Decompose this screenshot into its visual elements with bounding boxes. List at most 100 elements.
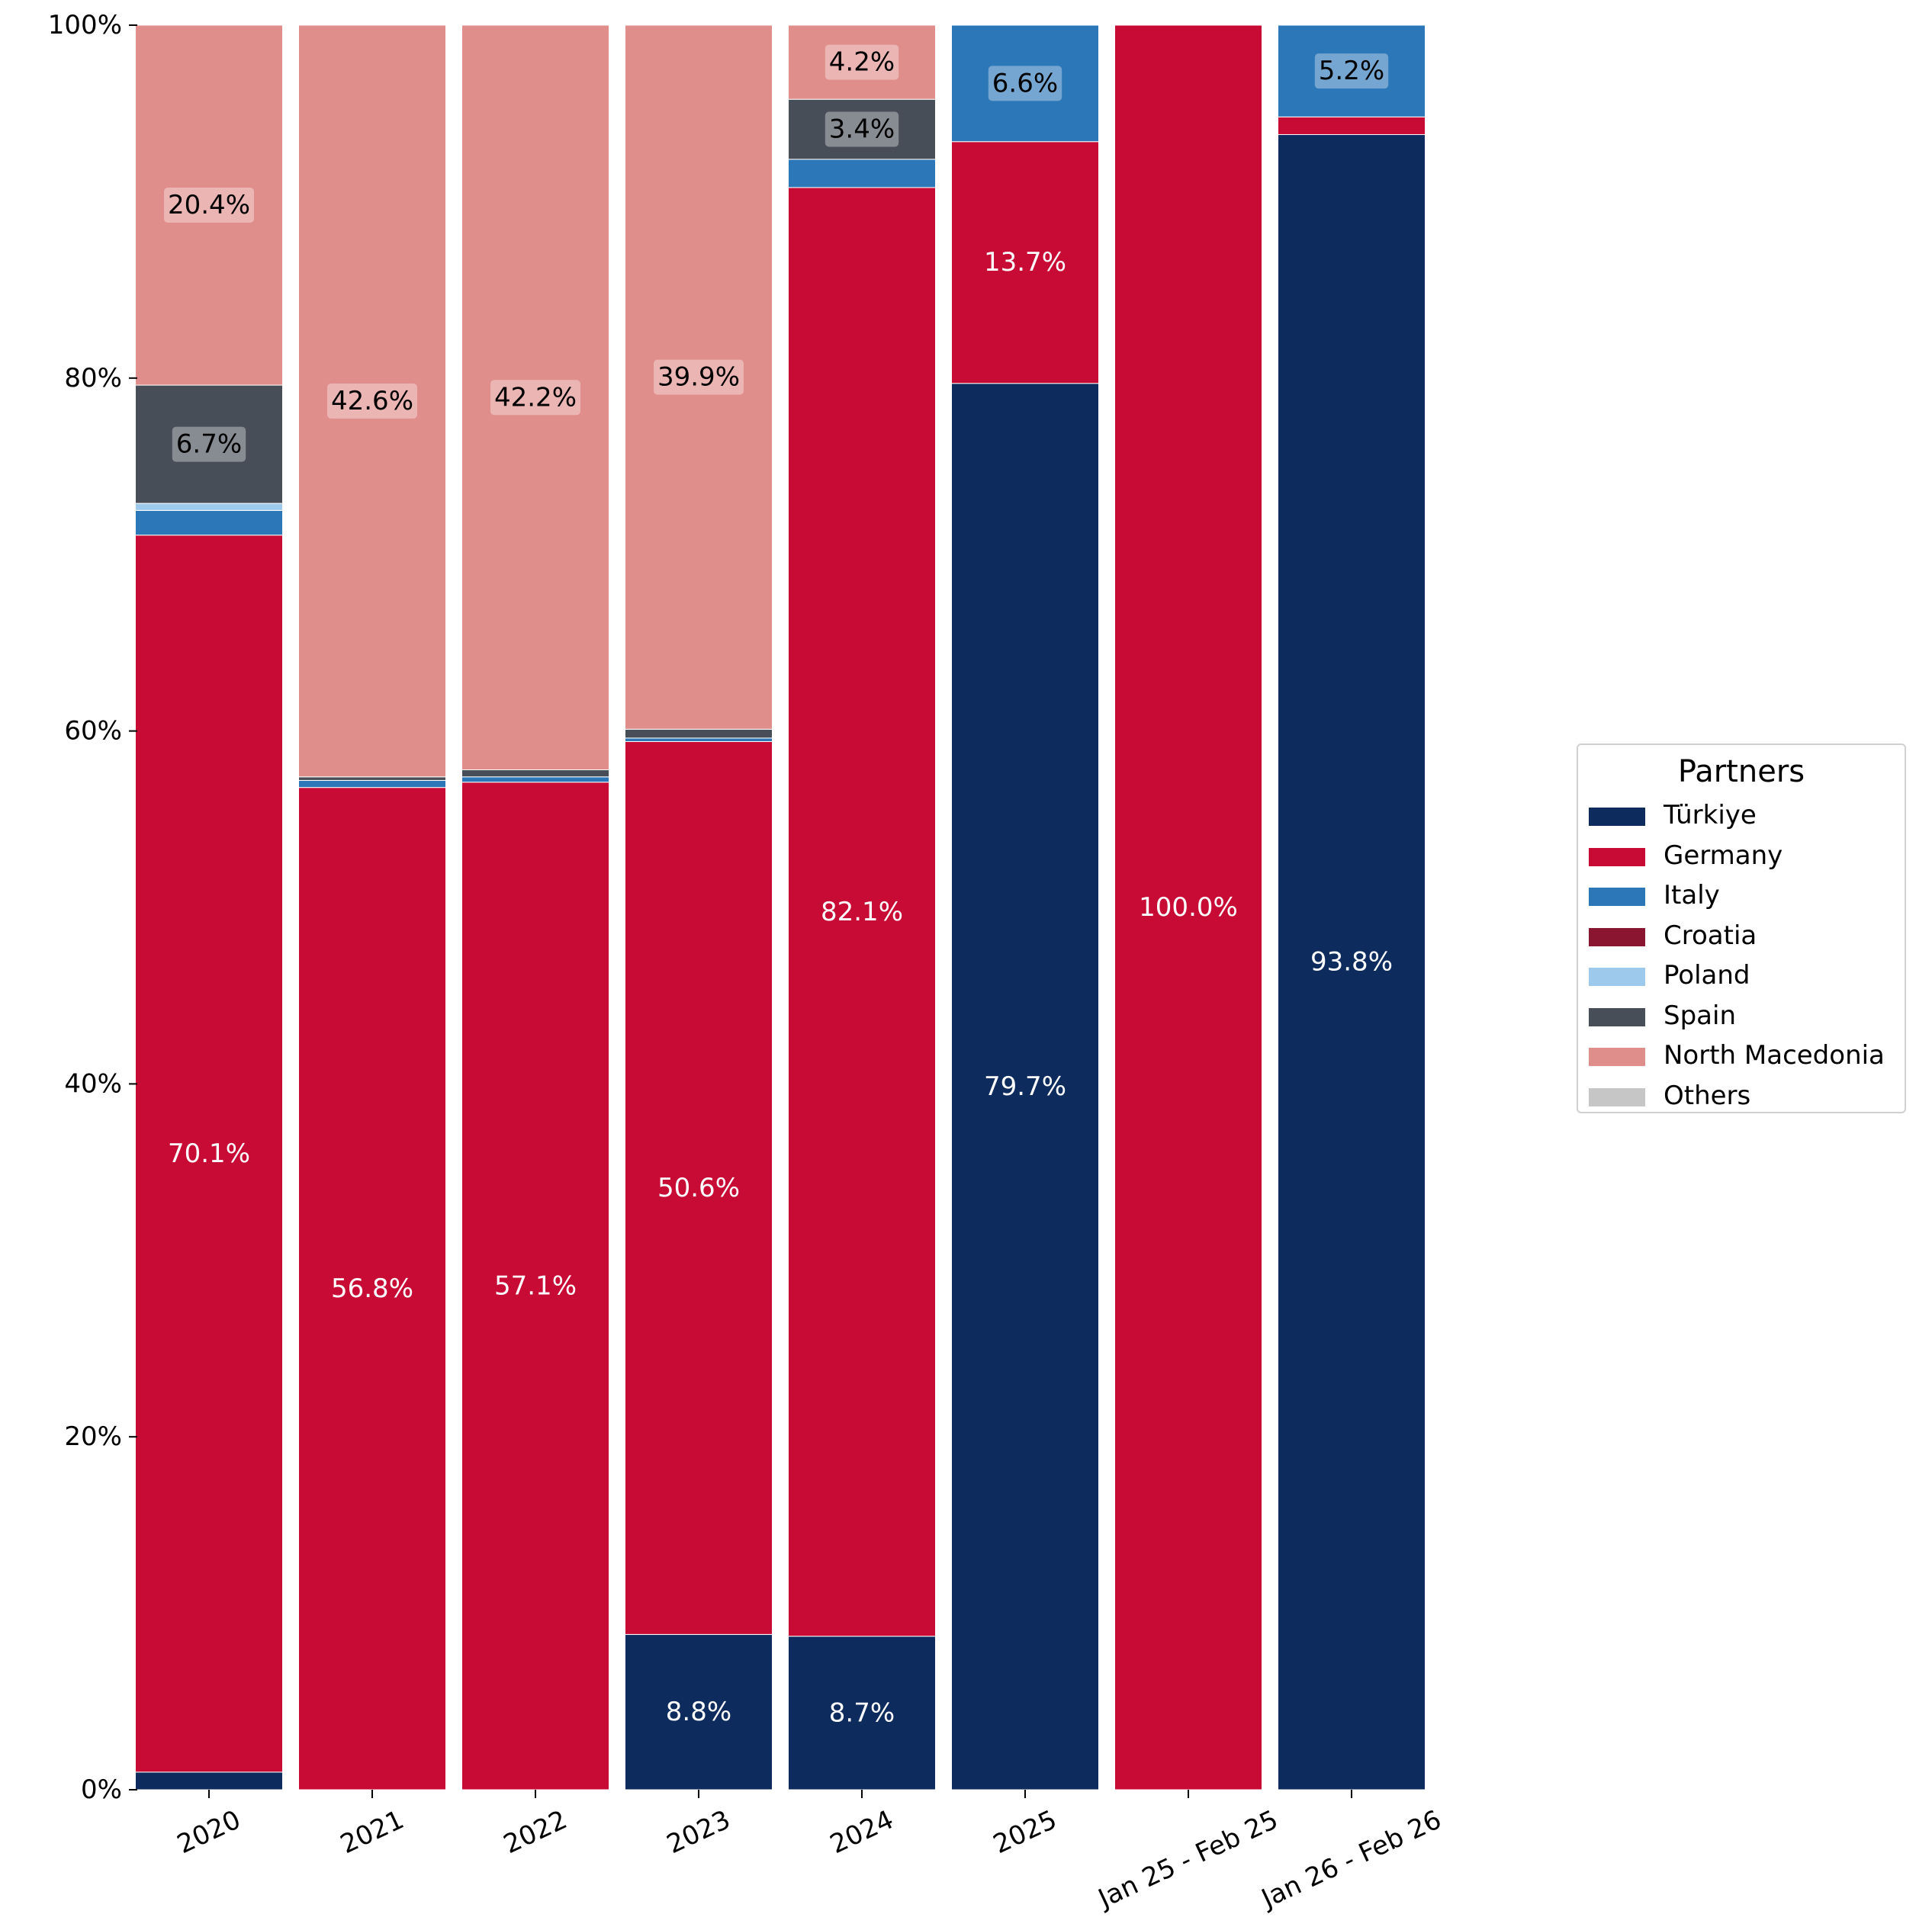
bar-segment-2020-north-macedonia [135,24,283,386]
data-label-text: 39.9% [657,362,740,393]
bar-segment-2022-spain [461,769,609,778]
legend-swatch [1589,888,1645,906]
legend: Partners Türkiye Germany Italy Croatia Polan… [1577,744,1906,1113]
bar-segment-2024-germany [788,187,936,1637]
bars-layer [135,24,1426,1791]
y-tick-label: 40% [64,1068,122,1099]
legend-item-italy: Italy [1578,877,1905,917]
x-tick-label: 2022 [499,1804,571,1860]
data-label-2025-turkiye: 79.7% [984,1071,1066,1102]
x-tick-label: 2020 [172,1804,245,1860]
data-label-2024-north-macedonia: 4.2% [825,44,899,80]
bar-segment-2025-germany [951,141,1099,384]
data-label-text: 42.6% [331,386,413,416]
bar-segment-2024-spain [788,98,936,160]
data-label-2020-spain: 6.7% [172,426,246,462]
legend-item-others: Others [1578,1078,1905,1117]
legend-label: Germany [1664,840,1783,871]
legend-item-poland: Poland [1578,957,1905,997]
bar-segment-2020-spain [135,384,283,504]
data-label-text: 70.1% [168,1139,250,1169]
data-label-text: 5.2% [1319,56,1384,86]
data-labels-layer: 70.1% 6.7% 20.4% 56.8% 42.6% 57.1% 42.2% 8.8% 50… [163,44,1393,1728]
data-label-text: 56.8% [331,1273,413,1304]
bar-segment-2020-germany [135,535,283,1773]
data-label-2020-germany: 70.1% [168,1139,250,1169]
legend-label: Türkiye [1664,800,1757,830]
data-label-background [326,383,418,419]
data-label-text: 100.0% [1139,892,1238,923]
data-label-background [172,426,246,462]
data-label-background [1314,53,1389,89]
bar-segment-2021-italy [298,779,446,788]
data-label-text: 57.1% [494,1270,577,1301]
legend-swatch [1589,1048,1645,1066]
bar-segment-jan-26-feb-26-italy [1278,24,1426,117]
bar-segment-2023-germany [625,740,773,1635]
data-label-text: 79.7% [984,1071,1066,1102]
data-label-text: 6.6% [992,68,1058,98]
bar-segment-2020-turkiye [135,1771,283,1791]
legend-label: Spain [1664,1000,1736,1031]
data-label-2023-germany: 50.6% [657,1173,740,1203]
x-tick-label: Jan 25 - Feb 25 [1092,1804,1283,1915]
data-label-2021-north-macedonia: 42.6% [326,383,418,419]
x-axis: 2020 2021 2022 2023 2024 2025 Jan 25 - Feb 25J… [172,1790,1446,1915]
data-label-jan-25-feb-25-germany: 100.0% [1139,892,1238,923]
y-tick-label: 80% [64,363,122,393]
bar-segment-2023-north-macedonia [625,24,773,730]
data-label-2024-germany: 82.1% [821,897,903,927]
bar-segment-2024-north-macedonia [788,24,936,100]
legend-title: Partners [1677,754,1805,789]
bar-segment-2025-turkiye [951,383,1099,1791]
legend-item-germany: Germany [1578,837,1905,877]
data-label-text: 93.8% [1310,947,1393,978]
legend-item-north-macedonia: North Macedonia [1578,1037,1905,1077]
bar-segment-2023-italy [625,737,773,742]
legend-label: Italy [1664,880,1720,911]
legend-swatch [1589,847,1645,866]
legend-label: Poland [1664,960,1750,991]
bar-segment-2023-turkiye [625,1633,773,1791]
legend-label: North Macedonia [1664,1040,1885,1071]
bar-segment-jan-26-feb-26-germany [1278,116,1426,135]
data-label-jan-26-feb-26-turkiye: 93.8% [1310,947,1393,978]
x-tick-label: 2023 [662,1804,735,1860]
data-label-jan-26-feb-26-italy: 5.2% [1314,53,1389,89]
legend-item-spain: Spain [1578,997,1905,1037]
data-label-background [653,359,744,395]
data-label-background [163,188,255,223]
data-label-background [988,66,1062,101]
data-label-2025-italy: 6.6% [988,66,1062,101]
data-label-2025-germany: 13.7% [984,247,1066,278]
y-tick-label: 0% [81,1774,122,1805]
data-label-text: 20.4% [168,190,250,220]
bar-segment-2021-germany [298,787,446,1791]
data-label-background [490,380,581,416]
data-label-2024-turkiye: 8.7% [829,1697,895,1728]
bar-segment-2021-north-macedonia [298,24,446,778]
data-label-2024-spain: 3.4% [825,111,899,147]
data-label-text: 8.8% [666,1697,731,1727]
bar-segment-2024-italy [788,159,936,188]
data-label-2022-north-macedonia: 42.2% [490,380,581,416]
bar-segment-2025-italy [951,24,1099,143]
legend-swatch [1589,968,1645,986]
bar-segment-2022-italy [461,776,609,783]
y-tick-label: 60% [64,716,122,747]
data-label-text: 3.4% [829,114,895,145]
legend-swatch [1589,1007,1645,1026]
bar-segment-jan-25-feb-25-germany [1114,24,1262,1791]
data-label-2020-north-macedonia: 20.4% [163,188,255,223]
legend-swatch [1589,808,1645,826]
bar-segment-2023-spain [625,728,773,739]
data-label-text: 8.7% [829,1697,895,1728]
legend-item-croatia: Croatia [1578,917,1905,957]
data-label-background [825,111,899,147]
data-label-text: 6.7% [176,429,242,460]
data-label-2023-turkiye: 8.8% [666,1697,731,1727]
data-label-2021-germany: 56.8% [331,1273,413,1304]
legend-label: Croatia [1664,920,1757,951]
y-axis: 0% 20% 40% 60% 80% 100% [48,10,137,1805]
